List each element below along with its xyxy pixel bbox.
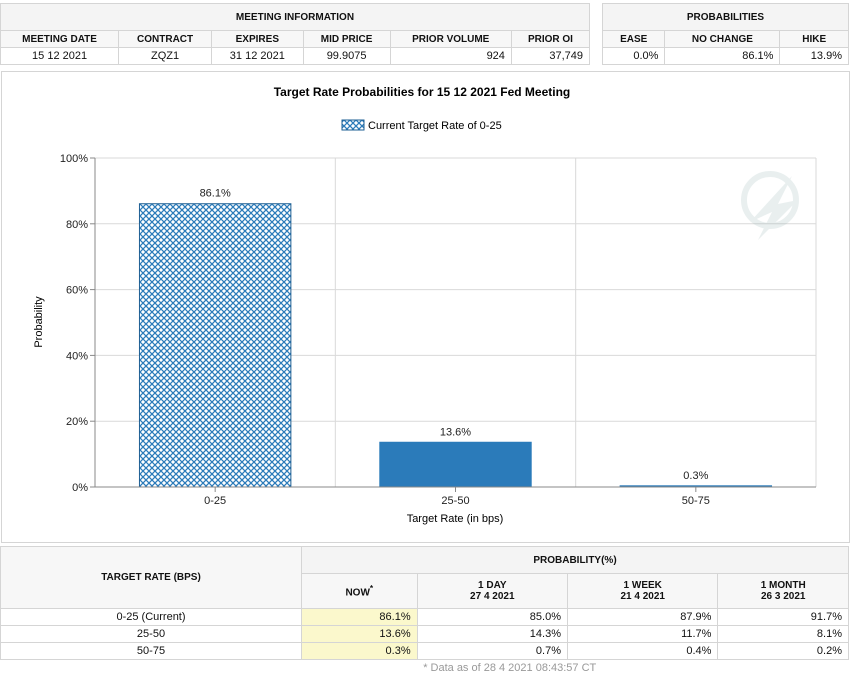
value-cell: 14.3% bbox=[416, 625, 569, 643]
quikstrike-watermark-icon bbox=[741, 171, 799, 240]
col-now-header: NOW* bbox=[301, 573, 418, 609]
meeting-date-value: 15 12 2021 bbox=[0, 47, 120, 65]
mid-price-value: 99.9075 bbox=[302, 47, 391, 65]
chart-title: Target Rate Probabilities for 15 12 2021… bbox=[274, 85, 571, 99]
ease-value: 0.0% bbox=[601, 47, 666, 65]
hike-value: 13.9% bbox=[779, 47, 849, 65]
value-cell: 0.4% bbox=[566, 642, 719, 660]
col-1week-label: 1 WEEK bbox=[623, 580, 662, 591]
bar-25-50[interactable] bbox=[379, 441, 532, 488]
y-tick-label: 100% bbox=[60, 153, 88, 165]
contract-header: CONTRACT bbox=[118, 30, 213, 48]
expires-header: EXPIRES bbox=[211, 30, 304, 48]
x-axis-label: Target Rate (in bps) bbox=[407, 513, 504, 525]
col-1week-date: 21 4 2021 bbox=[620, 591, 665, 602]
legend-label-current: Current Target Rate of 0-25 bbox=[368, 120, 502, 132]
probability-header: PROBABILITY(%) bbox=[301, 546, 849, 574]
hike-header: HIKE bbox=[779, 30, 849, 48]
value-cell: 8.1% bbox=[717, 625, 849, 643]
rate-cell: 50-75 bbox=[0, 642, 302, 660]
y-tick-label: 60% bbox=[66, 285, 88, 297]
prior-oi-value: 37,749 bbox=[510, 47, 591, 65]
legend-swatch-current bbox=[341, 119, 365, 131]
meeting-information-table: MEETING INFORMATION MEETING DATE CONTRAC… bbox=[0, 3, 591, 65]
chart-legend[interactable]: Current Target Rate of 0-25 bbox=[341, 119, 502, 132]
contract-value: ZQZ1 bbox=[118, 47, 213, 65]
x-tick-label: 0-25 bbox=[204, 495, 226, 507]
value-cell: 11.7% bbox=[566, 625, 719, 643]
value-cell-now: 86.1% bbox=[301, 608, 418, 626]
x-tick-label: 50-75 bbox=[682, 495, 710, 507]
chart-axes: 0% 20% 40% 60% 80% 100% 0-25 25-50 50-75 bbox=[60, 153, 816, 507]
target-rate-probability-table: TARGET RATE (BPS) PROBABILITY(%) NOW* 1 … bbox=[0, 546, 849, 676]
chart-bars: 86.1% 13.6% 0.3% bbox=[138, 188, 773, 488]
col-1week-header: 1 WEEK 21 4 2021 bbox=[566, 573, 719, 609]
col-now-footnote-mark: * bbox=[369, 583, 374, 594]
value-cell-now: 0.3% bbox=[301, 642, 418, 660]
value-cell: 85.0% bbox=[416, 608, 569, 626]
value-cell: 91.7% bbox=[717, 608, 849, 626]
col-1month-date: 26 3 2021 bbox=[760, 591, 806, 602]
probabilities-title: PROBABILITIES bbox=[602, 3, 849, 31]
probabilities-table: PROBABILITIES EASE NO CHANGE HIKE 0.0% 8… bbox=[601, 3, 849, 65]
col-1month-header: 1 MONTH 26 3 2021 bbox=[717, 573, 849, 609]
y-tick-label: 40% bbox=[66, 350, 88, 362]
prior-volume-header: PRIOR VOLUME bbox=[389, 30, 512, 48]
bar-value-label: 13.6% bbox=[440, 426, 471, 438]
value-cell-now: 13.6% bbox=[301, 625, 418, 643]
y-tick-label: 80% bbox=[66, 219, 88, 231]
value-cell: 0.7% bbox=[416, 642, 569, 660]
value-cell: 87.9% bbox=[566, 608, 719, 626]
col-1month-label: 1 MONTH bbox=[760, 580, 806, 591]
rate-cell: 25-50 bbox=[0, 625, 302, 643]
no-change-header: NO CHANGE bbox=[664, 30, 781, 48]
rate-cell: 0-25 (Current) bbox=[0, 608, 302, 626]
y-tick-label: 0% bbox=[72, 482, 88, 494]
col-1day-date: 27 4 2021 bbox=[470, 591, 515, 602]
table-row: 0-25 (Current) 86.1% 85.0% 87.9% 91.7% bbox=[0, 608, 849, 626]
meeting-information-title: MEETING INFORMATION bbox=[0, 3, 590, 31]
ease-header: EASE bbox=[601, 30, 666, 48]
table-row: 50-75 0.3% 0.7% 0.4% 0.2% bbox=[0, 642, 849, 660]
col-now-label: NOW bbox=[345, 587, 370, 599]
col-1day-header: 1 DAY 27 4 2021 bbox=[416, 573, 569, 609]
meeting-date-header: MEETING DATE bbox=[0, 30, 120, 48]
prior-oi-header: PRIOR OI bbox=[510, 30, 591, 48]
table-row: 25-50 13.6% 14.3% 11.7% 8.1% bbox=[0, 625, 849, 643]
prior-volume-value: 924 bbox=[389, 47, 512, 65]
y-axis-label: Probability bbox=[33, 296, 45, 348]
y-tick-label: 20% bbox=[66, 416, 88, 428]
mid-price-header: MID PRICE bbox=[302, 30, 391, 48]
value-cell: 0.2% bbox=[717, 642, 849, 660]
target-rate-chart: Target Rate Probabilities for 15 12 2021… bbox=[33, 85, 817, 525]
bar-value-label: 0.3% bbox=[683, 470, 708, 482]
target-rate-header: TARGET RATE (BPS) bbox=[0, 546, 302, 609]
x-tick-label: 25-50 bbox=[441, 495, 469, 507]
no-change-value: 86.1% bbox=[664, 47, 781, 65]
expires-value: 31 12 2021 bbox=[211, 47, 304, 65]
bar-0-25[interactable] bbox=[138, 203, 292, 488]
data-timestamp-footnote: * Data as of 28 4 2021 08:43:57 CT bbox=[423, 662, 597, 674]
chart-panel: Target Rate Probabilities for 15 12 2021… bbox=[1, 71, 850, 543]
col-1day-label: 1 DAY bbox=[478, 580, 507, 591]
bar-value-label: 86.1% bbox=[200, 188, 231, 200]
